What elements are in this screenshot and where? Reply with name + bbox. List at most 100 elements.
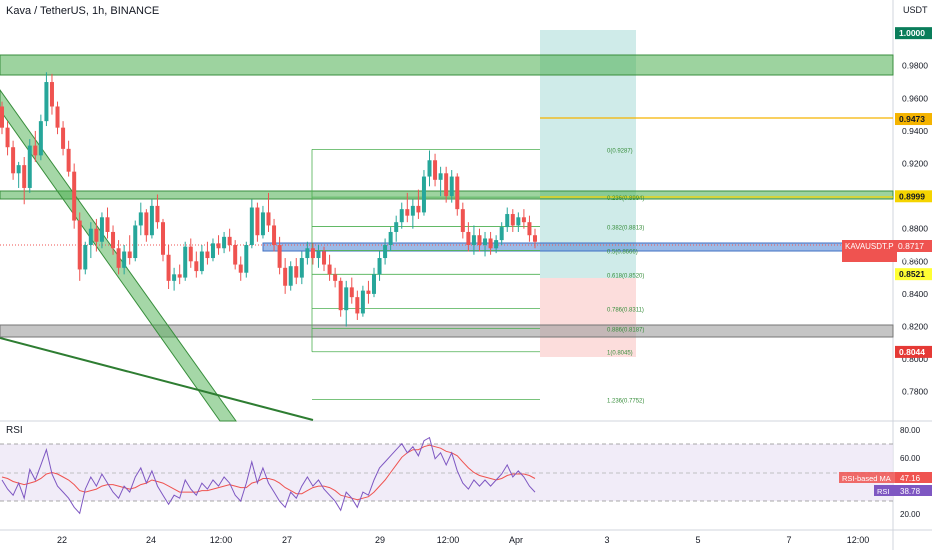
candle-body xyxy=(155,205,160,223)
candle-body xyxy=(433,160,438,180)
last-price-value: 0.8717 xyxy=(898,241,924,251)
rsi-axis-tick: 20.00 xyxy=(900,510,921,519)
candle-body xyxy=(505,214,510,228)
rsi-value: 38.78 xyxy=(900,487,921,496)
candle-body xyxy=(111,231,116,249)
price-tick: 0.8600 xyxy=(902,256,928,266)
fib-level-label: 1.236(0.7752) xyxy=(607,398,644,404)
candle-body xyxy=(61,127,66,149)
fib-level-label: 0.786(0.8311) xyxy=(607,307,644,313)
time-axis[interactable]: 22 24 12:00 27 29 12:00 Apr 3 5 7 12:00 xyxy=(57,535,869,545)
candle-body xyxy=(471,235,476,245)
candle-body xyxy=(122,251,127,268)
time-label: 3 xyxy=(604,535,609,545)
candle-body xyxy=(338,280,343,311)
candle-body xyxy=(421,176,426,213)
rsi-band xyxy=(0,444,893,501)
candle-body xyxy=(205,251,210,259)
price-label-bg xyxy=(895,113,932,126)
rsi-axis: 80.00 60.00 20.00 xyxy=(900,426,921,519)
price-label: 0.8044 xyxy=(899,347,925,357)
chart-title: Kava / TetherUS, 1h, BINANCE xyxy=(6,5,160,17)
candle-body xyxy=(527,222,532,236)
candle-body xyxy=(183,246,188,278)
candle-body xyxy=(55,106,60,128)
candle-body xyxy=(449,176,454,197)
fib-level-label: 0.886(0.8187) xyxy=(607,328,644,334)
candle-body xyxy=(38,121,43,156)
price-tick: 0.8200 xyxy=(902,321,928,331)
fib-level-label: 0.618(0.8520) xyxy=(607,273,644,279)
fib-level-label: 1(0.8045) xyxy=(607,351,633,357)
rsi-axis-tick: 80.00 xyxy=(900,426,921,435)
candle-body xyxy=(394,222,399,232)
candle-body xyxy=(227,236,232,245)
support-zone-gray[interactable] xyxy=(0,324,894,338)
stop-zone[interactable] xyxy=(540,278,636,357)
candle-body xyxy=(238,264,243,273)
candle-body xyxy=(133,225,138,259)
price-tick: 0.9200 xyxy=(902,159,928,169)
time-label: Apr xyxy=(509,535,523,545)
candle-body xyxy=(322,251,327,265)
last-price-badge: KAVAUSDT.P 0.8717 48:37 xyxy=(842,240,932,262)
trendline[interactable] xyxy=(0,337,314,421)
candle-body xyxy=(510,214,515,226)
candle-body xyxy=(277,245,282,268)
support-zone-blue[interactable] xyxy=(262,242,894,252)
rsi-ma-line xyxy=(1,444,536,501)
candle-body xyxy=(477,235,482,245)
candle-body xyxy=(72,171,77,221)
candle-body xyxy=(383,245,388,259)
candle-body xyxy=(49,82,54,107)
candle-body xyxy=(388,231,393,245)
time-label: 7 xyxy=(786,535,791,545)
candle-body xyxy=(399,209,404,223)
time-label: 27 xyxy=(282,535,292,545)
candle-body xyxy=(494,240,499,249)
candle-body xyxy=(105,217,110,232)
candle-body xyxy=(294,266,299,278)
time-label: 12:00 xyxy=(210,535,233,545)
fib-level-label: 0(0.9287) xyxy=(607,148,633,154)
candle-body xyxy=(377,258,382,275)
candle-body xyxy=(144,212,149,236)
price-label-bg xyxy=(895,27,932,40)
candle-body xyxy=(94,228,99,242)
time-label: 5 xyxy=(695,535,700,545)
candle-body xyxy=(310,248,315,259)
candle-body xyxy=(233,245,238,265)
candle-body xyxy=(149,205,154,236)
symbol-label: KAVAUSDT.P xyxy=(845,242,894,251)
price-label-bg xyxy=(895,190,932,203)
candle-body xyxy=(249,207,254,245)
rsi-value-badge: RSI 38.78 xyxy=(874,485,932,496)
candle-body xyxy=(66,148,71,172)
candle-body xyxy=(349,287,354,298)
fibonacci-retracement[interactable]: 0(0.9287) 0.236(0.8994) 0.382(0.8813) 0.5(0… xyxy=(311,148,644,404)
candle-body xyxy=(405,209,410,216)
candle-body xyxy=(460,209,465,232)
price-tick: 0.9600 xyxy=(902,93,928,103)
fib-level-label: 0.236(0.8994) xyxy=(607,196,644,202)
candle-body xyxy=(455,176,460,210)
candle-body xyxy=(483,238,488,245)
candle-body xyxy=(344,287,349,311)
price-label: 0.8521 xyxy=(899,269,925,279)
candle-body xyxy=(266,212,271,226)
price-tick: 0.8000 xyxy=(902,354,928,364)
resistance-zone-top[interactable] xyxy=(0,54,894,76)
candle-body xyxy=(444,173,449,197)
candle-body xyxy=(427,160,432,177)
candle-body xyxy=(488,238,493,249)
price-label: 0.9473 xyxy=(899,114,925,124)
candle-body xyxy=(333,274,338,281)
candle-body xyxy=(33,145,38,156)
candle-body xyxy=(466,231,471,245)
candle-body xyxy=(210,243,215,259)
candle-body xyxy=(11,147,16,174)
bar-countdown: 48:37 xyxy=(898,253,919,262)
candle-body xyxy=(194,261,199,272)
candle-body xyxy=(521,217,526,223)
